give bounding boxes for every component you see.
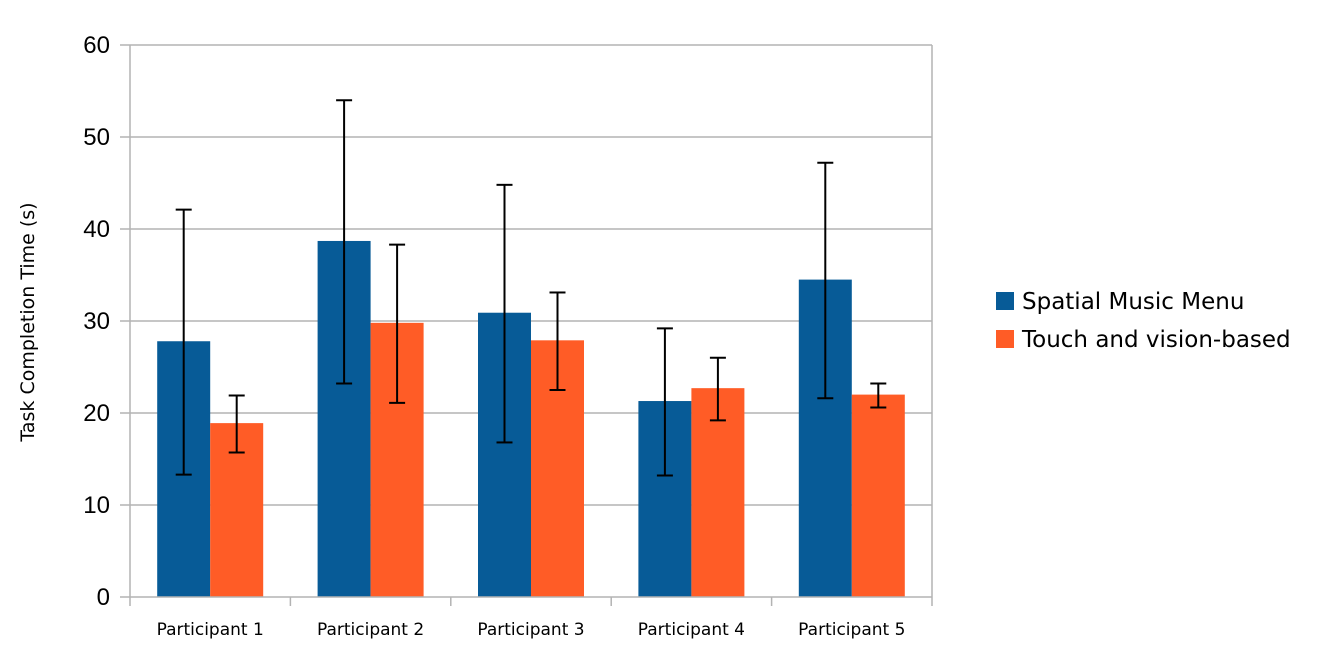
y-tick-label: 50 [83,124,110,151]
x-tick-label: Participant 1 [157,620,264,640]
axes [120,44,933,606]
legend-swatch [996,330,1014,348]
y-tick-label: 40 [83,216,110,243]
y-axis-title: Task Completion Time (s) [17,202,39,442]
bars [157,240,905,597]
x-tick-label: Participant 5 [798,620,905,640]
y-tick-label: 60 [83,32,110,59]
legend-swatch [996,292,1014,310]
legend-label: Spatial Music Menu [1022,289,1244,315]
x-tick-labels: Participant 1 Participant 2 Participant 3 P… [157,620,906,640]
y-tick-label: 10 [83,492,110,519]
x-tick-label: Participant 4 [638,620,745,640]
legend: Spatial Music Menu Touch and vision-based [996,289,1291,353]
x-tick-label: Participant 2 [317,620,424,640]
bar [691,388,745,597]
y-tick-label: 20 [83,400,110,427]
y-tick-label: 30 [83,308,110,335]
y-tick-label: 0 [97,584,110,611]
x-tick-label: Participant 3 [477,620,584,640]
bar [851,394,905,597]
error-bars [175,99,887,477]
legend-label: Touch and vision-based [1021,327,1291,353]
y-tick-labels: 0 10 20 30 40 50 60 [83,32,110,611]
